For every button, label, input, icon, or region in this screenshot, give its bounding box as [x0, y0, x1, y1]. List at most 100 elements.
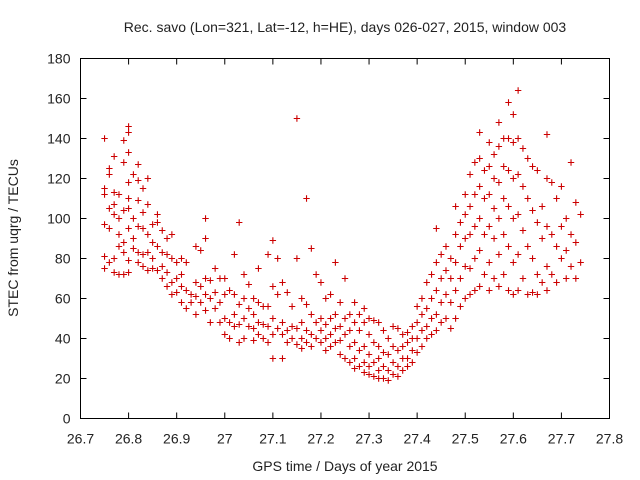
data-point [486, 139, 493, 146]
data-point [101, 185, 108, 192]
data-point [284, 339, 291, 346]
x-tick-label: 27.8 [596, 431, 623, 447]
data-point [154, 243, 161, 250]
data-point [346, 311, 354, 318]
data-point [490, 151, 498, 158]
data-point [351, 299, 358, 306]
x-tick-label: 27.7 [548, 431, 575, 447]
data-point [452, 203, 459, 210]
data-point [288, 303, 296, 310]
data-point [567, 159, 575, 166]
data-point [543, 131, 551, 138]
data-point [572, 275, 580, 282]
data-point [144, 201, 152, 208]
y-tick-label: 160 [47, 91, 71, 107]
data-point [428, 295, 435, 302]
data-point [197, 247, 204, 254]
data-point [476, 247, 483, 254]
data-point [279, 331, 286, 338]
data-point [495, 283, 503, 290]
data-point [481, 231, 488, 238]
data-point [524, 195, 531, 202]
data-point [543, 175, 551, 182]
data-point [510, 175, 517, 182]
data-point [490, 205, 498, 212]
data-point [462, 295, 469, 302]
data-point [144, 267, 152, 274]
data-point [346, 359, 354, 366]
data-point [413, 303, 421, 310]
data-point [288, 335, 296, 342]
data-point [510, 215, 517, 222]
data-point [529, 163, 536, 170]
data-point [418, 295, 426, 302]
data-point [250, 295, 257, 302]
data-point [149, 239, 156, 246]
data-point [514, 171, 522, 178]
data-point [327, 343, 334, 350]
data-point [308, 343, 315, 350]
data-point [442, 267, 450, 274]
data-point [341, 355, 349, 362]
data-point [457, 275, 464, 282]
data-point [476, 283, 483, 290]
data-point [192, 279, 200, 286]
data-point [534, 167, 541, 174]
data-point [144, 175, 152, 182]
data-point [538, 235, 546, 242]
data-point [130, 245, 137, 252]
data-point [500, 163, 507, 170]
plot-frame [80, 58, 610, 419]
data-point [298, 345, 305, 352]
data-point [269, 315, 277, 322]
data-point [361, 343, 368, 350]
data-point [462, 235, 469, 242]
data-point [207, 319, 214, 326]
x-tick-label: 27 [217, 431, 233, 447]
y-axis-label: STEC from uqrg / TECUs [5, 159, 21, 317]
x-tick-label: 27.3 [355, 431, 382, 447]
data-point [500, 231, 507, 238]
data-point [356, 347, 363, 354]
data-point [303, 339, 310, 346]
data-point [538, 279, 546, 286]
data-point [293, 115, 301, 122]
data-point [428, 331, 435, 338]
data-point [558, 255, 565, 262]
data-point [351, 319, 358, 326]
data-point [495, 251, 503, 258]
x-tick-label: 27.1 [259, 431, 286, 447]
data-point [510, 139, 517, 146]
data-point [245, 281, 253, 288]
data-point [110, 255, 118, 262]
data-point [135, 161, 142, 168]
data-point [452, 259, 459, 266]
data-point [178, 299, 185, 306]
data-point [356, 327, 363, 334]
data-point [418, 311, 426, 318]
data-point [159, 227, 166, 234]
data-point [365, 351, 373, 358]
data-point [298, 295, 305, 302]
data-point [255, 331, 262, 338]
data-point [144, 249, 152, 256]
data-point [385, 377, 392, 384]
data-point [293, 341, 301, 348]
data-point [442, 291, 450, 298]
data-point [202, 215, 209, 222]
data-point [197, 283, 204, 290]
data-point [413, 349, 421, 356]
data-point [250, 311, 257, 318]
data-point [312, 319, 320, 326]
data-point [139, 251, 147, 258]
data-point [548, 179, 555, 186]
data-point [226, 319, 233, 326]
data-point [466, 171, 474, 178]
data-point [466, 203, 474, 210]
data-point [120, 207, 127, 214]
data-point [404, 355, 411, 362]
data-point [534, 291, 541, 298]
data-point [404, 339, 411, 346]
data-point [332, 311, 339, 318]
data-point [221, 291, 228, 298]
